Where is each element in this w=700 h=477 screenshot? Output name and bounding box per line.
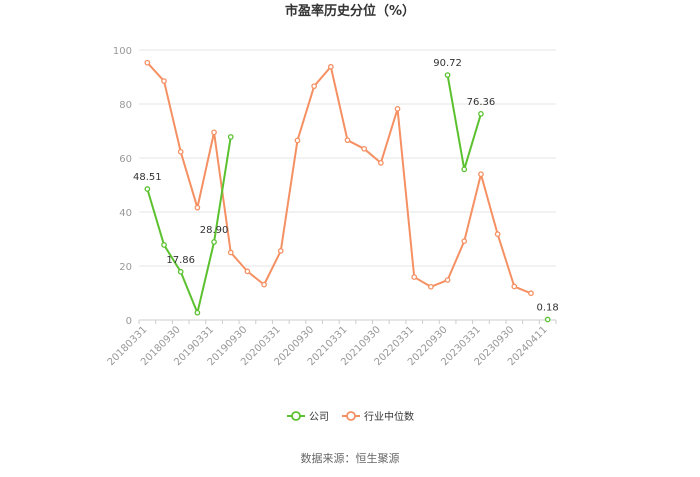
series-industry-median [144, 59, 534, 297]
data-point[interactable] [528, 290, 534, 297]
series-line [146, 62, 532, 295]
data-point[interactable] [144, 59, 151, 66]
data-point[interactable] [444, 277, 451, 283]
data-point[interactable] [277, 248, 284, 254]
data-point[interactable] [411, 274, 418, 280]
data-point[interactable] [144, 186, 151, 192]
series-line [446, 74, 482, 171]
legend-label: 公司 [309, 412, 329, 423]
data-point[interactable] [161, 78, 167, 84]
x-axis: 2018033120180930201903312019093020200331… [106, 319, 557, 368]
source-note: 数据来源：恒生聚源 [301, 451, 400, 465]
legend-label: 行业中位数 [364, 410, 414, 423]
y-tick-label: 40 [119, 208, 132, 219]
series-line [146, 136, 232, 314]
legend-marker-icon [291, 411, 301, 421]
data-point[interactable] [177, 268, 184, 275]
legend-item-company[interactable]: 公司 [287, 411, 329, 423]
legend-marker-icon [346, 411, 356, 421]
data-point[interactable] [311, 83, 317, 90]
data-point[interactable] [227, 134, 234, 140]
data-point[interactable] [344, 137, 351, 144]
y-tick-label: 0 [126, 316, 132, 327]
data-point[interactable] [211, 129, 217, 136]
data-label: 90.72 [433, 58, 462, 69]
data-point[interactable] [511, 283, 518, 290]
data-point[interactable] [444, 72, 451, 78]
data-label: 0.18 [537, 303, 559, 314]
data-point[interactable] [428, 283, 434, 290]
data-point[interactable] [478, 171, 484, 178]
legend-item-industry-median[interactable]: 行业中位数 [342, 410, 414, 423]
data-point[interactable] [177, 148, 184, 155]
series-layer [144, 59, 551, 323]
data-label: 28.90 [200, 225, 229, 236]
data-point[interactable] [461, 238, 468, 245]
legend[interactable]: 公司 行业中位数 [287, 410, 414, 423]
data-point[interactable] [378, 160, 384, 166]
data-point[interactable] [544, 316, 551, 323]
data-point[interactable] [394, 106, 401, 112]
data-point[interactable] [327, 63, 334, 70]
chart-title: 市盈率历史分位（%） [285, 3, 415, 19]
data-point[interactable] [261, 281, 267, 288]
data-point[interactable] [194, 204, 201, 211]
data-point[interactable] [194, 309, 201, 316]
data-point[interactable] [294, 137, 301, 144]
data-point[interactable] [161, 242, 167, 248]
y-tick-label: 100 [113, 46, 132, 57]
data-point[interactable] [227, 249, 234, 256]
data-label: 17.86 [166, 255, 195, 266]
y-tick-label: 80 [119, 100, 132, 111]
y-tick-label: 20 [119, 262, 132, 273]
data-labels: 48.51 17.86 28.90 90.72 76.36 0.18 [133, 58, 559, 313]
data-point[interactable] [361, 145, 368, 152]
data-point[interactable] [211, 239, 217, 245]
data-label: 76.36 [467, 97, 496, 108]
data-point[interactable] [494, 231, 501, 237]
data-point[interactable] [461, 166, 468, 173]
y-axis: 0 20 40 60 80 100 [113, 46, 132, 327]
data-point[interactable] [478, 110, 484, 117]
data-point[interactable] [244, 268, 251, 275]
data-label: 48.51 [133, 172, 162, 183]
y-tick-label: 60 [119, 154, 132, 165]
series-company [144, 72, 551, 323]
